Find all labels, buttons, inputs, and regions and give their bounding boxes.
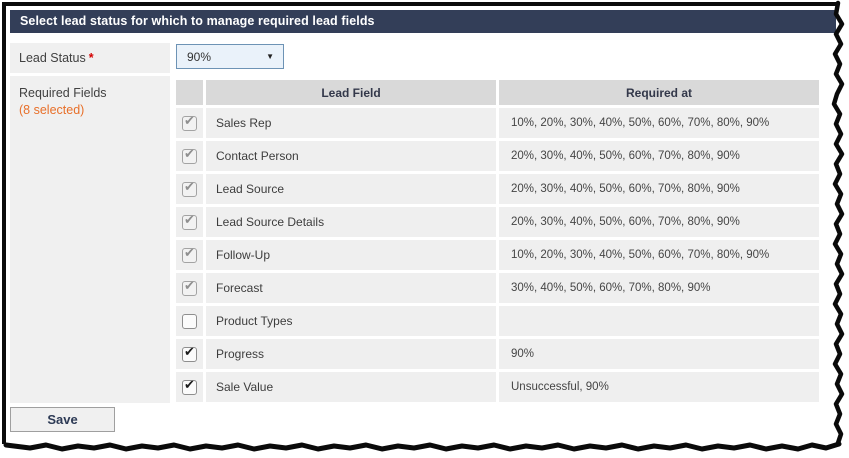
required-at-cell: 20%, 30%, 40%, 50%, 60%, 70%, 80%, 90% <box>499 207 819 237</box>
table-row-checkbox-cell: ✔ <box>176 174 203 204</box>
table-row-checkbox-cell: ✔ <box>176 108 203 138</box>
required-at-cell <box>499 306 819 336</box>
checkbox-column-header <box>176 80 203 105</box>
check-icon: ✔ <box>184 343 195 359</box>
check-icon: ✔ <box>184 244 195 260</box>
lead-status-selected-value: 90% <box>187 49 212 64</box>
lead-status-label: Lead Status * <box>10 43 170 73</box>
check-icon: ✔ <box>184 211 195 227</box>
required-at-cell: 20%, 30%, 40%, 50%, 60%, 70%, 80%, 90% <box>499 174 819 204</box>
required-fields-label: Required Fields (8 selected) <box>10 76 170 403</box>
table-row-checkbox-cell: ✔ <box>176 339 203 369</box>
save-button[interactable]: Save <box>10 407 115 432</box>
row-checkbox: ✔ <box>182 145 197 164</box>
table-row-checkbox-cell: ✔ <box>176 372 203 402</box>
required-at-cell: 10%, 20%, 30%, 40%, 50%, 60%, 70%, 80%, … <box>499 240 819 270</box>
required-fields-label-text: Required Fields <box>19 86 107 100</box>
row-checkbox[interactable] <box>182 313 197 329</box>
table-row-checkbox-cell: ✔ <box>176 240 203 270</box>
required-at-cell: 10%, 20%, 30%, 40%, 50%, 60%, 70%, 80%, … <box>499 108 819 138</box>
lead-field-cell: Sales Rep <box>206 108 496 138</box>
row-checkbox[interactable]: ✔ <box>182 376 197 395</box>
check-icon: ✔ <box>184 112 195 128</box>
lead-field-cell: Follow-Up <box>206 240 496 270</box>
required-at-cell: Unsuccessful, 90% <box>499 372 819 402</box>
row-checkbox[interactable]: ✔ <box>182 343 197 362</box>
selected-count: (8 selected) <box>19 103 85 117</box>
table-row-checkbox-cell: ✔ <box>176 207 203 237</box>
row-checkbox: ✔ <box>182 211 197 230</box>
row-checkbox: ✔ <box>182 178 197 197</box>
lead-status-label-text: Lead Status <box>19 51 86 65</box>
panel-title: Select lead status for which to manage r… <box>10 10 836 33</box>
chevron-down-icon: ▼ <box>266 52 274 61</box>
required-fields-table: Lead Field Required at ✔ Sales Rep 10%, … <box>176 80 819 402</box>
row-checkbox: ✔ <box>182 277 197 296</box>
check-icon: ✔ <box>184 376 195 392</box>
table-row-checkbox-cell <box>176 306 203 336</box>
required-asterisk: * <box>88 51 94 65</box>
required-at-cell: 30%, 40%, 50%, 60%, 70%, 80%, 90% <box>499 273 819 303</box>
required-at-cell: 90% <box>499 339 819 369</box>
lead-field-cell: Lead Source Details <box>206 207 496 237</box>
required-at-cell: 20%, 30%, 40%, 50%, 60%, 70%, 80%, 90% <box>499 141 819 171</box>
lead-field-cell: Sale Value <box>206 372 496 402</box>
table-row-checkbox-cell: ✔ <box>176 273 203 303</box>
lead-field-cell: Forecast <box>206 273 496 303</box>
lead-status-select[interactable]: 90% ▼ <box>176 44 284 69</box>
lead-field-cell: Progress <box>206 339 496 369</box>
check-icon: ✔ <box>184 178 195 194</box>
check-icon: ✔ <box>184 277 195 293</box>
row-checkbox: ✔ <box>182 244 197 263</box>
lead-field-cell: Product Types <box>206 306 496 336</box>
check-icon: ✔ <box>184 145 195 161</box>
row-checkbox: ✔ <box>182 112 197 131</box>
lead-field-cell: Contact Person <box>206 141 496 171</box>
required-at-column-header: Required at <box>499 80 819 105</box>
lead-field-cell: Lead Source <box>206 174 496 204</box>
lead-field-column-header: Lead Field <box>206 80 496 105</box>
table-row-checkbox-cell: ✔ <box>176 141 203 171</box>
